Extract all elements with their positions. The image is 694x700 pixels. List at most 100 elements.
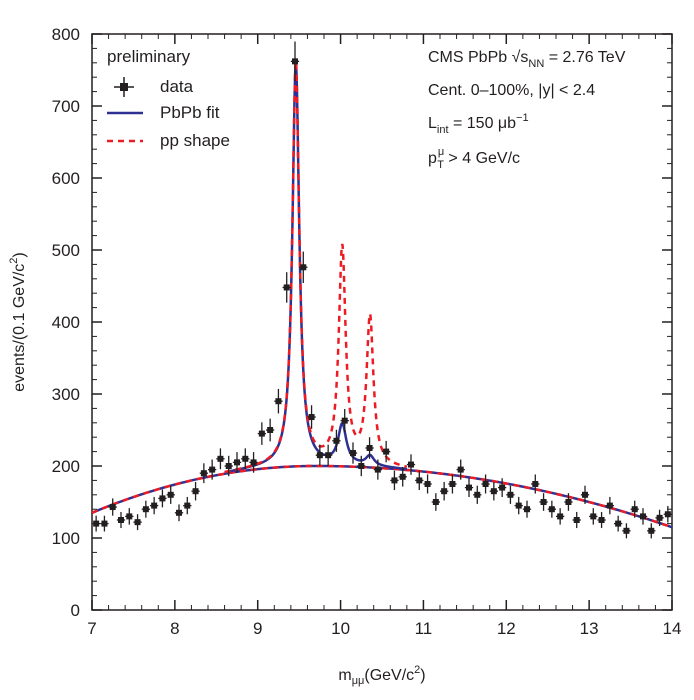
x-tick-label: 11 (415, 619, 433, 638)
annotation-energy: CMS PbPb √sNN = 2.76 TeV (428, 49, 626, 70)
data-point (324, 444, 333, 466)
data-point (232, 452, 242, 473)
data-point (340, 408, 349, 433)
x-tick-label: 10 (331, 619, 350, 638)
data-point (539, 493, 548, 511)
data-point (431, 493, 440, 511)
data-point (473, 485, 482, 504)
data-point (597, 511, 606, 529)
data-point (589, 508, 598, 525)
data-point (630, 500, 639, 518)
data-point (448, 474, 457, 494)
pp-shape-curve (224, 60, 408, 474)
data-point (307, 405, 316, 429)
data-point (315, 444, 324, 466)
data-point (556, 508, 565, 525)
data-point (614, 515, 623, 532)
y-tick-label: 600 (52, 169, 80, 188)
data-point (158, 489, 167, 508)
data-point (605, 496, 614, 515)
data-point (655, 509, 664, 526)
data-point (274, 388, 283, 414)
data-points (92, 41, 672, 539)
data-point (199, 463, 208, 484)
data-point (290, 41, 300, 82)
y-tick-label: 700 (52, 97, 80, 116)
x-tick-label: 7 (87, 619, 96, 638)
data-point (100, 515, 109, 532)
data-point (506, 485, 515, 504)
y-tick-label: 200 (52, 457, 80, 476)
data-point (224, 455, 233, 477)
data-point (183, 496, 192, 515)
data-point (174, 504, 184, 522)
data-point (663, 505, 672, 523)
y-tick-label: 100 (52, 529, 80, 548)
data-point (166, 485, 175, 504)
pbpb-fit-curve (224, 62, 408, 474)
legend-label-data: data (160, 77, 194, 96)
x-tick-label: 14 (663, 619, 682, 638)
data-point (241, 448, 250, 470)
annotation-block: CMS PbPb √sNN = 2.76 TeV Cent. 0–100%, |… (428, 49, 626, 171)
x-tick-label: 8 (170, 619, 179, 638)
data-point (116, 511, 126, 529)
data-point (415, 470, 424, 491)
y-tick-label: 0 (71, 601, 80, 620)
data-point (622, 523, 631, 539)
legend-data-marker (114, 77, 134, 97)
x-axis-ticks: 7 8 9 10 11 12 13 14 (87, 34, 681, 638)
data-point (216, 448, 225, 470)
data-point (208, 459, 217, 480)
data-point (522, 500, 532, 518)
pp-background-curve (92, 464, 672, 529)
x-axis-label: mμμ(GeV/c2) (338, 664, 425, 687)
data-point (299, 251, 308, 283)
annotation-luminosity: Lint = 150 μb−1 (428, 112, 529, 136)
legend: preliminary data PbPb fit pp shape (107, 47, 230, 150)
data-point (282, 272, 291, 303)
y-tick-label: 500 (52, 241, 80, 260)
data-point (257, 422, 266, 445)
x-tick-label: 12 (497, 619, 516, 638)
data-point (572, 511, 581, 529)
data-point (150, 496, 159, 515)
data-point (498, 478, 507, 497)
data-point (531, 474, 540, 494)
data-point (382, 440, 391, 463)
data-point (348, 442, 358, 464)
data-point (249, 452, 258, 473)
data-point (191, 481, 200, 501)
y-tick-label: 800 (52, 25, 80, 44)
y-tick-label: 300 (52, 385, 80, 404)
data-point (440, 481, 449, 501)
data-point (580, 485, 590, 504)
data-point (423, 474, 432, 494)
data-point (357, 455, 366, 477)
y-axis-ticks: 0 100 200 300 400 500 600 700 800 (52, 25, 672, 620)
data-point (464, 478, 474, 497)
data-point (481, 474, 490, 494)
data-point (373, 459, 382, 480)
data-point (92, 515, 101, 532)
data-point (406, 454, 416, 475)
legend-label-pbpb-fit: PbPb fit (160, 103, 220, 122)
data-point (547, 500, 556, 518)
data-point (141, 500, 150, 518)
legend-title: preliminary (107, 47, 191, 66)
data-point (456, 459, 465, 480)
data-point (365, 437, 374, 459)
data-point (133, 514, 142, 531)
data-point (638, 508, 648, 525)
x-tick-label: 9 (253, 619, 262, 638)
data-point (489, 481, 498, 501)
data-point (108, 498, 117, 516)
annotation-centrality: Cent. 0–100%, |y| < 2.4 (428, 82, 595, 99)
data-point (564, 493, 573, 511)
data-point (390, 470, 399, 491)
data-point (125, 508, 134, 525)
annotation-pt-cut: pμ T > 4 GeV/c (428, 146, 520, 171)
y-tick-label: 400 (52, 313, 80, 332)
data-point (398, 467, 407, 487)
